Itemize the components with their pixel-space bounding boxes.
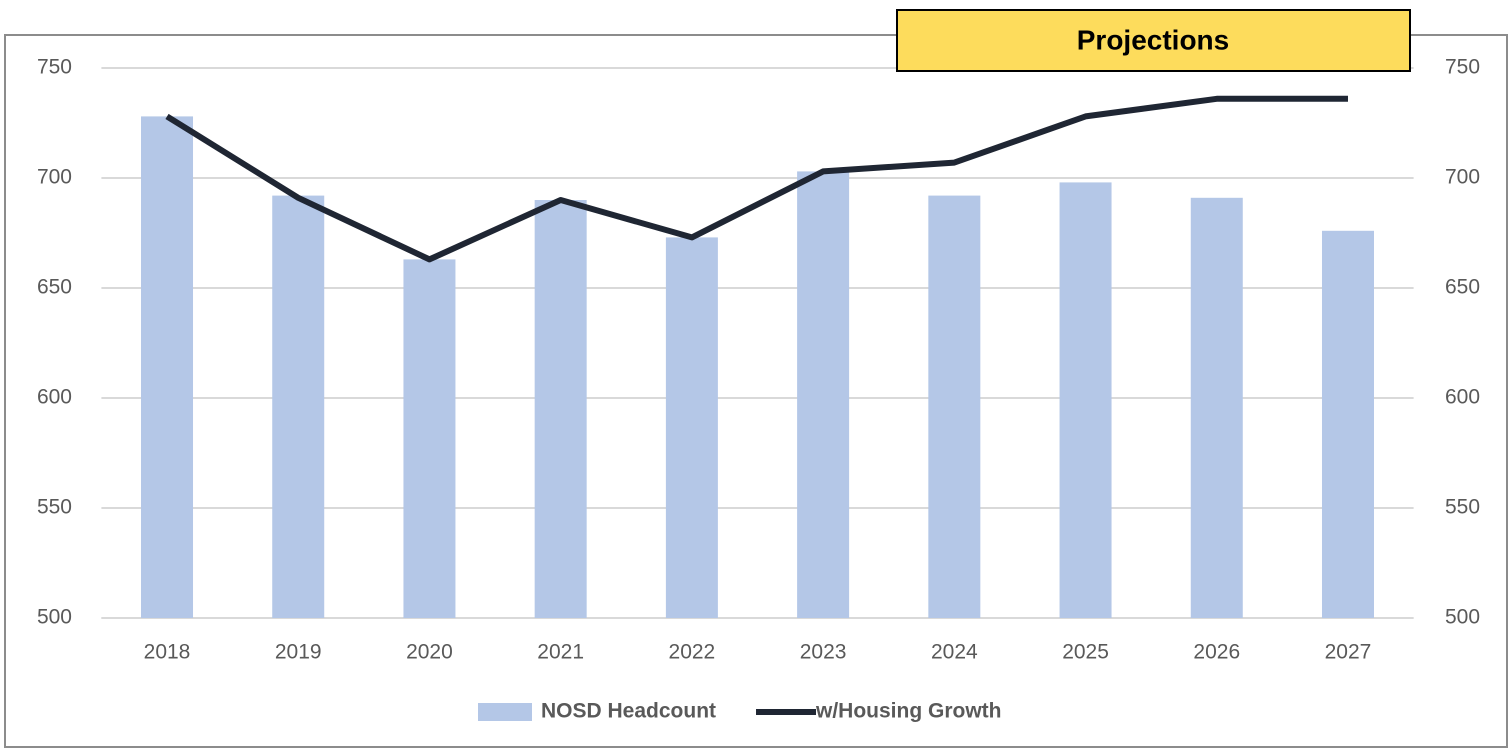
bar (272, 195, 325, 618)
annotation: Projections (1077, 24, 1229, 55)
y-tick-label: 700 (37, 166, 72, 189)
legend-swatch (478, 703, 532, 721)
chart-border (4, 34, 1508, 748)
annotation-box (896, 9, 1411, 72)
y-tick-label: 500 (37, 606, 72, 629)
x-tick-label: 2026 (1193, 641, 1240, 664)
x-tick-label: 2025 (1062, 641, 1109, 664)
y2-tick-label: 650 (1445, 276, 1480, 299)
bar (1059, 182, 1112, 618)
x-tick-label: 2019 (275, 641, 322, 664)
bar (665, 237, 718, 618)
bar (1321, 230, 1374, 619)
x-tick-label: 2023 (800, 641, 847, 664)
line (165, 95, 1348, 263)
y-tick-label: 600 (37, 386, 72, 409)
x-tick-label: 2021 (537, 641, 584, 664)
y2-tick-label: 550 (1445, 496, 1480, 519)
y-tick-label: 650 (37, 276, 72, 299)
bar (403, 259, 456, 618)
y2-tick-label: 600 (1445, 386, 1480, 409)
y2-tick-label: 500 (1445, 606, 1480, 629)
x-tick-label: 2024 (931, 641, 978, 664)
x-tick-label: 2027 (1325, 641, 1372, 664)
bar (141, 116, 194, 619)
bar (797, 171, 850, 618)
y-tick-label: 550 (37, 496, 72, 519)
bar (1190, 197, 1243, 619)
x-tick-label: 2018 (144, 641, 191, 664)
legend-label: NOSD Headcount (541, 700, 716, 723)
y2-tick-label: 750 (1445, 56, 1480, 79)
bar (534, 200, 587, 618)
y-tick-label: 750 (37, 56, 72, 79)
x-tick-label: 2020 (406, 641, 453, 664)
x-tick-label: 2022 (669, 641, 716, 664)
legend-label: w/Housing Growth (815, 700, 1001, 723)
y2-tick-label: 700 (1445, 166, 1480, 189)
bar (928, 195, 981, 618)
